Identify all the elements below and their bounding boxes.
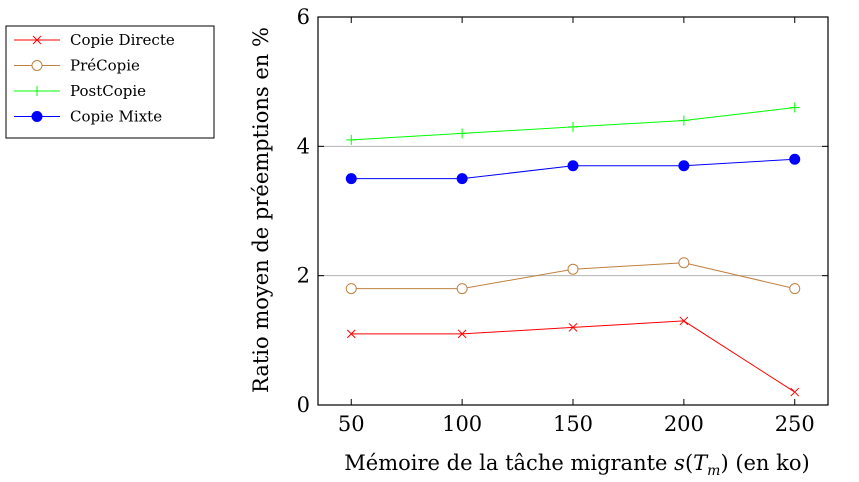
series-2-point-0: [346, 134, 357, 145]
series-0-point-3-stroke-b: [679, 316, 689, 326]
x-axis-label-symbol: s: [674, 451, 685, 475]
series-3-point-4: [789, 153, 801, 165]
legend-marker-2: [32, 86, 42, 96]
x-tick-label-200: 200: [664, 412, 704, 436]
x-axis-label-unit: (en ko): [729, 451, 810, 475]
legend-label-1: PréCopie: [70, 57, 140, 75]
plot-frame: [317, 16, 829, 406]
x-axis-label-paren-open: (: [685, 451, 693, 475]
series-1-point-1: [456, 283, 468, 295]
x-axis-label-variable: T: [693, 451, 709, 475]
y-tick-label-0: 0: [297, 393, 310, 417]
series-0-point-4: [790, 387, 800, 397]
series-3-point-0: [345, 173, 357, 185]
x-axis-label-subscript: m: [707, 463, 720, 477]
x-axis-label-paren-close: ): [720, 451, 728, 475]
series-1-point-3: [678, 257, 690, 269]
series-1-point-4: [789, 283, 801, 295]
series-2-point-2: [568, 121, 578, 132]
legend-marker-3: [31, 111, 43, 122]
legend: Copie Directe PréCopie PostCopie Copie Mixt…: [5, 25, 215, 139]
series-0-point-0: [346, 329, 356, 339]
x-tick-label-50: 50: [338, 412, 365, 436]
series-2-point-4: [789, 102, 800, 113]
series-0-point-3: [679, 316, 689, 326]
grid-lines: [318, 145, 828, 277]
series-3-point-2: [567, 160, 579, 172]
series-1-point-2: [567, 263, 579, 275]
y-tick-label-2: 2: [297, 264, 310, 288]
x-tick-label-150: 150: [553, 412, 593, 436]
legend-label-0: Copie Directe: [70, 31, 175, 49]
x-axis-label: Mémoire de la tâche migrante s(Tm) (en k…: [344, 451, 809, 477]
series-3-point-3: [678, 160, 690, 172]
series-3-point-1: [456, 173, 468, 185]
legend-label-3: Copie Mixte: [70, 108, 162, 126]
legend-marker-0-stroke-b: [32, 35, 42, 45]
y-axis-label: Ratio moyen de préemptions en %: [249, 27, 273, 393]
series-0-point-1: [457, 329, 467, 339]
y-tick-label-6: 6: [297, 5, 310, 29]
series-layer: [345, 102, 801, 397]
x-tick-label-100: 100: [442, 412, 482, 436]
axis-ticks: 50 100 150 200 250 0 2 4 6: [297, 5, 828, 436]
legend-label-2: PostCopie: [70, 82, 146, 100]
legend-marker-1: [31, 60, 43, 71]
x-axis-label-text: Mémoire de la tâche migrante: [344, 451, 674, 475]
legend-marker-0: [32, 35, 42, 45]
y-tick-label-4: 4: [297, 134, 310, 158]
series-0-point-1-stroke-b: [457, 329, 467, 339]
series-0-line: [351, 320, 796, 393]
series-0-point-4-stroke-b: [790, 387, 800, 397]
series-2-point-3: [678, 115, 689, 126]
series-0-point-0-stroke-b: [346, 329, 356, 339]
x-tick-label-250: 250: [775, 412, 815, 436]
series-0-point-2: [568, 323, 578, 332]
series-1-point-0: [345, 283, 357, 295]
series-0-point-2-stroke-b: [568, 323, 578, 332]
series-2-point-1: [457, 128, 468, 139]
